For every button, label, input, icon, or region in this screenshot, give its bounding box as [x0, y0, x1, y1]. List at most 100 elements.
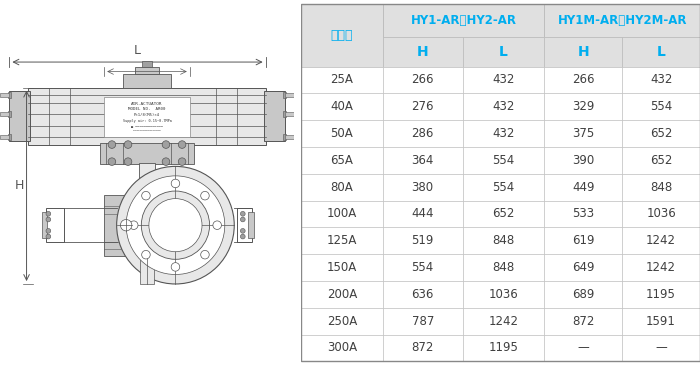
Circle shape: [108, 141, 116, 148]
Text: サイズ: サイズ: [330, 28, 353, 42]
Text: 554: 554: [492, 154, 514, 167]
Bar: [301, 254, 383, 281]
Text: 100A: 100A: [327, 207, 357, 220]
Bar: [463, 335, 545, 361]
Bar: [8, 111, 11, 117]
Bar: [622, 147, 700, 174]
Bar: [383, 66, 463, 93]
Bar: [10, 92, 30, 141]
Circle shape: [240, 211, 245, 216]
Text: 432: 432: [492, 73, 514, 87]
Bar: [383, 200, 463, 227]
Bar: [545, 174, 622, 200]
Text: 1242: 1242: [646, 261, 676, 274]
Bar: [383, 335, 463, 361]
Text: 375: 375: [572, 127, 594, 140]
Circle shape: [162, 141, 170, 148]
Bar: [383, 93, 463, 120]
Bar: [301, 308, 383, 335]
Circle shape: [201, 191, 209, 200]
Bar: [545, 147, 622, 174]
Text: 25A: 25A: [330, 73, 354, 87]
Bar: [283, 92, 286, 98]
Text: H: H: [417, 45, 428, 59]
Circle shape: [124, 158, 132, 165]
Text: L: L: [499, 45, 508, 59]
Text: 80A: 80A: [330, 181, 354, 194]
Text: HY1-AR，HY2-AR: HY1-AR，HY2-AR: [411, 14, 517, 27]
Text: 787: 787: [412, 315, 434, 328]
Text: 200A: 200A: [327, 288, 357, 301]
Text: 652: 652: [492, 207, 514, 220]
Bar: [545, 66, 622, 93]
Text: MODEL NO.  AR00: MODEL NO. AR00: [128, 107, 166, 111]
Bar: [46, 208, 64, 242]
Bar: [8, 134, 11, 140]
Circle shape: [240, 228, 245, 233]
Bar: [463, 308, 545, 335]
Text: 1242: 1242: [489, 315, 519, 328]
Circle shape: [124, 141, 132, 148]
Text: 266: 266: [412, 73, 434, 87]
Text: 533: 533: [572, 207, 594, 220]
Text: H: H: [14, 179, 24, 192]
Text: P×1/8(M5)×4: P×1/8(M5)×4: [134, 113, 160, 117]
Text: 554: 554: [492, 181, 514, 194]
Bar: [264, 92, 284, 141]
Bar: [301, 227, 383, 254]
Text: 449: 449: [572, 181, 594, 194]
Circle shape: [172, 263, 180, 271]
Text: L: L: [657, 45, 666, 59]
Bar: [284, 112, 294, 116]
Bar: [104, 195, 142, 256]
Bar: [545, 308, 622, 335]
Bar: [545, 120, 622, 147]
Text: 652: 652: [650, 154, 672, 167]
Bar: [545, 227, 622, 254]
Text: 444: 444: [412, 207, 434, 220]
Circle shape: [141, 250, 150, 259]
Circle shape: [178, 158, 186, 165]
Bar: [301, 174, 383, 200]
Text: 872: 872: [412, 341, 434, 354]
Bar: [622, 227, 700, 254]
Text: HY1M-AR，HY2M-AR: HY1M-AR，HY2M-AR: [557, 14, 687, 27]
Text: AIR-ACTUATOR: AIR-ACTUATOR: [132, 102, 162, 106]
Text: 1195: 1195: [646, 288, 676, 301]
Bar: [301, 120, 383, 147]
Bar: [622, 93, 700, 120]
Bar: [383, 254, 463, 281]
Text: 848: 848: [492, 261, 514, 274]
Bar: [463, 254, 545, 281]
Text: 286: 286: [412, 127, 434, 140]
Text: 689: 689: [572, 288, 594, 301]
Bar: [383, 308, 463, 335]
Circle shape: [130, 221, 138, 230]
Bar: [463, 120, 545, 147]
Text: 276: 276: [412, 100, 434, 113]
Circle shape: [178, 141, 186, 148]
Bar: [0, 93, 10, 97]
Bar: [622, 200, 700, 227]
Bar: [463, 147, 545, 174]
Text: 848: 848: [492, 234, 514, 247]
Bar: [301, 66, 383, 93]
Bar: [545, 335, 622, 361]
Text: ─────────────────: ─────────────────: [133, 129, 161, 133]
Circle shape: [108, 158, 116, 165]
Bar: [463, 200, 545, 227]
Text: H: H: [578, 45, 589, 59]
Bar: [29, 88, 265, 145]
Circle shape: [240, 234, 245, 239]
Text: 1242: 1242: [646, 234, 676, 247]
Bar: [301, 4, 383, 66]
Bar: [622, 254, 700, 281]
Bar: [283, 111, 286, 117]
Bar: [622, 335, 700, 361]
Bar: [545, 200, 622, 227]
Text: 300A: 300A: [327, 341, 357, 354]
Text: 390: 390: [572, 154, 594, 167]
Text: 40A: 40A: [330, 100, 354, 113]
Bar: [42, 212, 48, 238]
Bar: [123, 74, 171, 88]
